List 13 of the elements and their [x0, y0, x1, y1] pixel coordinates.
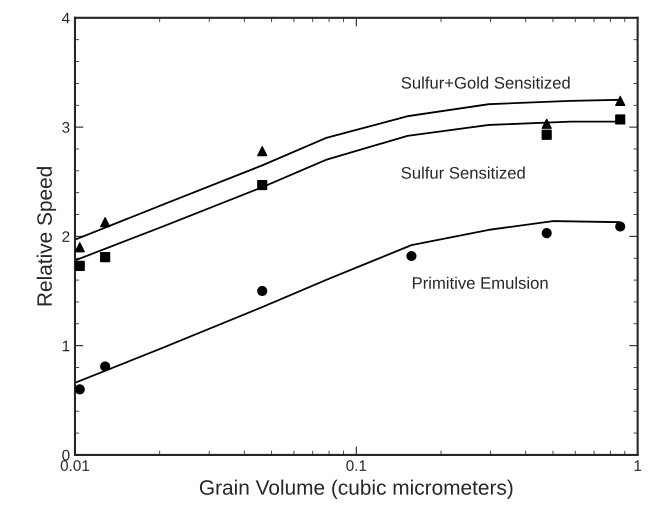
x-axis-title: Grain Volume (cubic micrometers): [200, 480, 512, 499]
x-tick-label: 1: [634, 460, 642, 471]
y-tick-label: 4: [62, 12, 70, 24]
x-tick-label: 0.01: [60, 460, 90, 472]
annotation: Primitive Emulsion: [412, 276, 548, 289]
y-tick-label: 0: [62, 450, 70, 461]
y-tick-label: 2: [62, 231, 70, 242]
y-axis-title: Relative Speed: [36, 167, 56, 306]
x-tick-label: 0.1: [346, 460, 366, 472]
y-tick-label: 3: [62, 122, 70, 133]
annotation: Sulfur Sensitized: [401, 166, 525, 179]
y-tick-label: 1: [62, 340, 70, 352]
annotation: Sulfur+Gold Sensitized: [401, 76, 570, 89]
